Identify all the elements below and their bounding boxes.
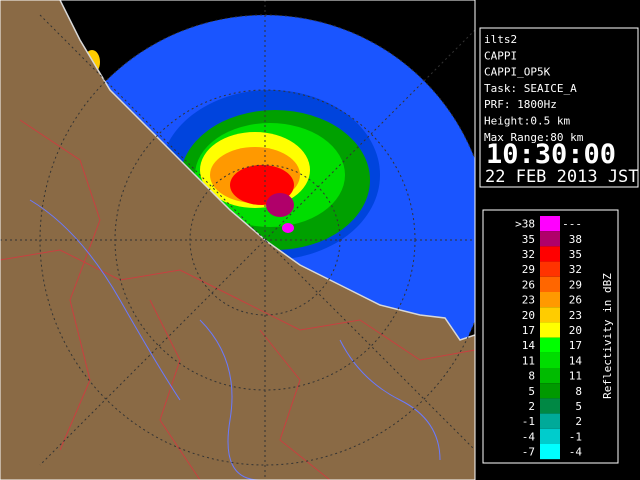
info-line: Max Range:80 km [484, 131, 584, 144]
legend-high: -1 [569, 430, 582, 443]
info-line: CAPPI [484, 49, 517, 62]
legend-low: 2 [528, 400, 535, 413]
legend-swatch [540, 307, 560, 323]
legend-swatch [540, 292, 560, 308]
legend-low: 17 [522, 324, 535, 337]
legend-high: 29 [569, 278, 582, 291]
legend-low: 8 [528, 370, 535, 383]
legend-high: 17 [569, 339, 582, 352]
land [0, 0, 475, 480]
info-line: PRF: 1800Hz [484, 98, 557, 111]
legend-swatch [540, 368, 560, 384]
legend-high: 23 [569, 309, 582, 322]
boundaries [0, 119, 475, 480]
legend-swatch [540, 322, 560, 338]
legend-low: 14 [522, 339, 536, 352]
legend-swatch [540, 216, 560, 232]
legend-low: 32 [522, 248, 535, 261]
legend-swatch [540, 337, 560, 353]
legend-high: --- [562, 218, 582, 231]
legend-low: 29 [522, 263, 535, 276]
legend-low: 26 [522, 278, 535, 291]
legend-high: 2 [575, 415, 582, 428]
info-box [479, 27, 639, 188]
info-line: Height:0.5 km [484, 115, 570, 128]
legend-high: 32 [569, 263, 582, 276]
legend-high: 5 [575, 400, 582, 413]
legend-swatch [540, 428, 560, 444]
legend-swatch [540, 231, 560, 247]
legend-swatch [540, 276, 560, 292]
legend-low: 20 [522, 309, 535, 322]
time: 10:30:00 [486, 139, 616, 170]
coastline [59, 0, 475, 341]
legend-swatch [540, 352, 560, 368]
legend: >38 --- 35 38 32 35 29 32 26 29 23 26 20 23 17 20 14 17 11… [482, 209, 619, 464]
legend-high: 8 [575, 385, 582, 398]
legend-high: 26 [569, 294, 582, 307]
map-frame [0, 0, 476, 480]
radar-map [0, 0, 475, 480]
legend-high: -4 [569, 446, 583, 459]
legend-high: 14 [569, 354, 583, 367]
legend-high: 38 [569, 233, 582, 246]
legend-low: -4 [522, 430, 536, 443]
legend-low: -7 [522, 446, 535, 459]
range-rings [0, 0, 475, 480]
date: 22 FEB 2013 JST [485, 167, 639, 187]
legend-swatch [540, 444, 560, 460]
legend-low: 11 [522, 354, 535, 367]
legend-swatch [540, 398, 560, 414]
legend-high: 20 [569, 324, 582, 337]
legend-low: 23 [522, 294, 535, 307]
legend-low: 5 [528, 385, 535, 398]
legend-low: 35 [522, 233, 535, 246]
info-line: Task: SEAICE_A [484, 82, 577, 95]
info-panel: ilts2 CAPPI CAPPI_OP5K Task: SEAICE_A PRF: 1… [479, 27, 639, 188]
legend-swatch [540, 261, 560, 277]
info-line: ilts2 [484, 33, 517, 46]
legend-swatch [540, 246, 560, 262]
legend-low: >38 [515, 218, 535, 231]
legend-swatch [540, 413, 560, 429]
info-line: CAPPI_OP5K [484, 66, 551, 79]
legend-title: Reflectivity in dBZ [601, 273, 614, 399]
legend-high: 35 [569, 248, 582, 261]
legend-swatch [540, 383, 560, 399]
legend-high: 11 [569, 370, 582, 383]
echo [84, 50, 440, 326]
legend-low: -1 [522, 415, 535, 428]
